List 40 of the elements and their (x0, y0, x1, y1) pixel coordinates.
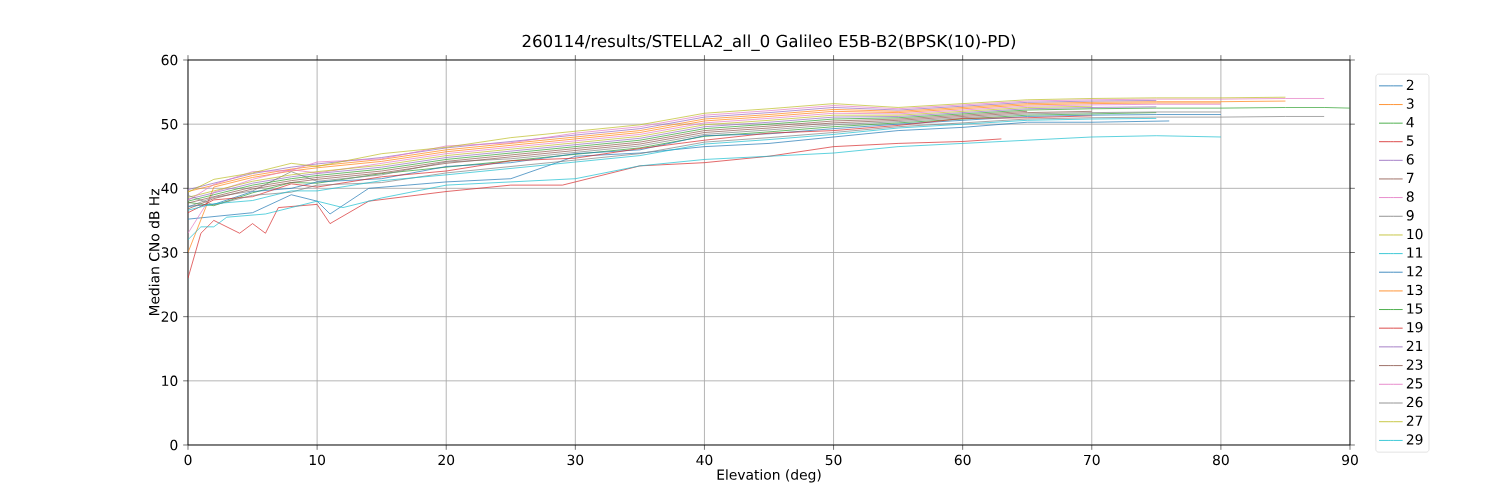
x-axis-title: Elevation (deg) (717, 469, 821, 483)
y-axis-title: Median CNo dB Hz (148, 189, 160, 316)
legend-label: 12 (1407, 266, 1423, 277)
legend-label: 9 (1406, 210, 1414, 221)
y-tick-label: 20 (161, 311, 178, 322)
legend-label: 13 (1407, 284, 1423, 296)
y-tick-label: 40 (161, 183, 178, 194)
legend-label: 19 (1407, 321, 1423, 333)
legend-label: 4 (1406, 117, 1414, 128)
x-tick-label: 20 (438, 454, 455, 466)
legend-label: 6 (1406, 154, 1414, 165)
y-tick-label: 30 (161, 247, 178, 258)
x-tick-label: 50 (825, 454, 842, 466)
y-tick-label: 0 (170, 439, 178, 451)
x-tick-label: 80 (1213, 454, 1229, 466)
legend-label: 11 (1407, 247, 1423, 258)
legend-label: 10 (1407, 228, 1423, 240)
chart-title: 260114/results/STELLA2_all_0 Galileo E5B-B2(BPSK(10)-PD) (522, 34, 1016, 51)
legend-label: 3 (1406, 98, 1414, 109)
y-tick-label: 50 (161, 118, 178, 130)
y-tick-label: 60 (161, 54, 178, 66)
legend-label: 23 (1406, 359, 1423, 370)
legend-label: 8 (1406, 191, 1414, 202)
x-tick-label: 60 (954, 454, 971, 466)
x-tick-label: 70 (1084, 454, 1100, 466)
x-tick-label: 0 (184, 454, 192, 466)
legend-label: 2 (1406, 79, 1414, 90)
legend-label: 25 (1406, 378, 1423, 389)
x-tick-label: 90 (1342, 454, 1358, 466)
legend-label: 7 (1406, 172, 1414, 183)
legend-label: 29 (1406, 434, 1423, 445)
x-tick-label: 30 (567, 454, 584, 466)
legend-label: 26 (1406, 396, 1423, 408)
x-tick-label: 10 (309, 454, 326, 466)
legend-label: 21 (1406, 340, 1423, 351)
x-tick-label: 40 (696, 454, 713, 466)
y-tick-label: 10 (162, 375, 178, 387)
legend-label: 5 (1406, 135, 1414, 146)
legend-label: 27 (1406, 415, 1423, 426)
legend-label: 15 (1407, 303, 1423, 314)
